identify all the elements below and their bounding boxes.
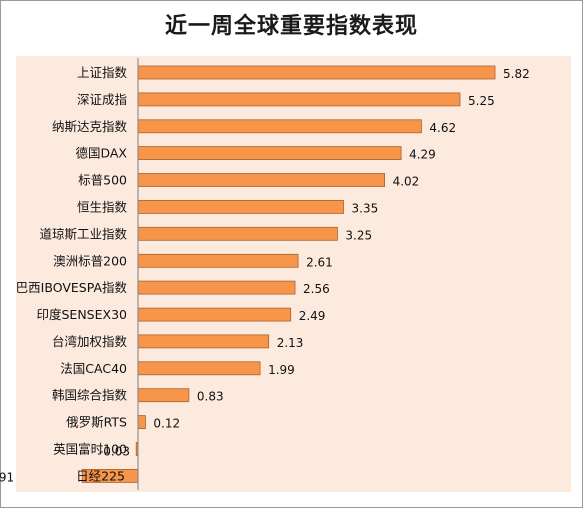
bar (137, 361, 261, 376)
bar (137, 92, 461, 107)
bar (137, 173, 386, 187)
category-label: 道琼斯工业指数 (39, 226, 127, 241)
value-labels: 5.82 5.25 4.62 4.29 4.02 3.35 3.25 2.61 2.56 2.49… (0, 67, 530, 484)
bar (137, 253, 299, 268)
value-label: 1.99 (268, 363, 295, 377)
chart-title: 近一周全球重要指数表现 (164, 14, 418, 39)
value-label: 3.25 (345, 228, 372, 242)
value-label: -0.03 (99, 445, 130, 459)
category-label: 日经225 (76, 468, 125, 483)
bar (137, 280, 296, 295)
bar (137, 146, 402, 161)
value-label: 3.35 (352, 201, 379, 215)
category-label: 韩国综合指数 (52, 388, 128, 403)
bars-layer (81, 65, 496, 483)
bar (137, 226, 338, 241)
bar (137, 415, 146, 430)
category-label: 标普500 (78, 173, 127, 188)
category-label: 纳斯达克指数 (52, 119, 128, 134)
category-label: 法国CAC40 (60, 361, 127, 376)
category-label: 俄罗斯RTS (66, 415, 127, 430)
bar (137, 334, 270, 349)
bar (137, 199, 344, 214)
value-label: 4.02 (393, 175, 420, 189)
category-label: 德国DAX (75, 146, 127, 161)
bar (137, 65, 496, 80)
value-label: 5.25 (468, 94, 495, 108)
category-label: 台湾加权指数 (52, 334, 128, 349)
value-label: 0.83 (197, 390, 224, 404)
value-label: 5.82 (503, 67, 530, 81)
category-label: 英国富时100 (53, 442, 127, 457)
category-label: 上证指数 (77, 65, 128, 80)
category-label: 澳洲标普200 (53, 253, 127, 268)
category-label: 巴西IBOVESPA指数 (16, 280, 128, 295)
value-label: 0.12 (153, 417, 180, 431)
bar (137, 307, 292, 322)
category-label: 恒生指数 (77, 199, 128, 214)
value-label: 4.62 (429, 121, 456, 135)
category-label: 深证成指 (77, 92, 127, 107)
value-label: 2.56 (303, 282, 330, 296)
value-label: 2.61 (306, 255, 333, 269)
value-label: -0.91 (0, 470, 14, 484)
value-label: 2.49 (299, 309, 326, 323)
bar (137, 388, 190, 403)
bar (137, 119, 422, 134)
value-label: 2.13 (277, 336, 304, 350)
category-label: 印度SENSEX30 (37, 307, 128, 322)
value-label: 4.29 (409, 148, 436, 162)
